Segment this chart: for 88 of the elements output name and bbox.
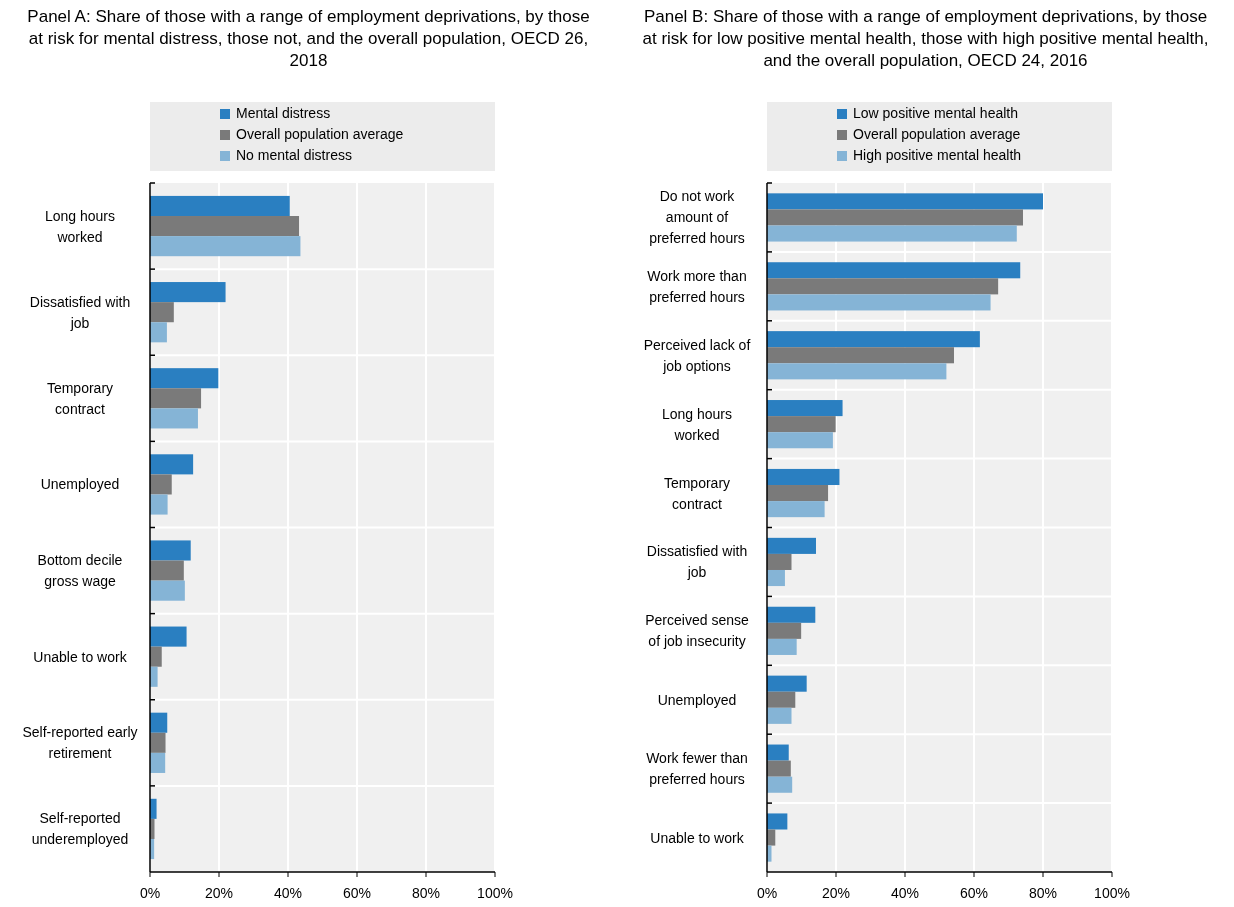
- bar: [767, 294, 991, 311]
- legend-label: High positive mental health: [853, 147, 1022, 163]
- bar: [150, 580, 185, 601]
- y-tick-label: Temporary contract: [46, 379, 114, 417]
- bar: [767, 468, 840, 486]
- bar: [767, 262, 1021, 279]
- y-tick-label: Unemployed: [657, 691, 737, 708]
- legend-label: Overall population average: [853, 126, 1021, 142]
- legend-label: No mental distress: [236, 147, 352, 163]
- y-tick-label: Unemployed: [40, 476, 120, 493]
- bar: [150, 236, 301, 257]
- bar: [767, 675, 807, 692]
- bar: [150, 282, 226, 303]
- y-tick-label: Self-reported underemployed: [31, 810, 129, 848]
- bar: [767, 347, 954, 364]
- bar: [150, 494, 168, 515]
- bar: [767, 400, 843, 417]
- bar: [767, 622, 802, 639]
- bar: [767, 485, 829, 502]
- bar: [150, 732, 166, 753]
- y-tick-label: Unable to work: [33, 648, 128, 665]
- y-tick-label: Self-reported early retirement: [22, 724, 138, 762]
- bar: [767, 553, 792, 570]
- x-tick-label: 100%: [477, 885, 513, 901]
- bar: [150, 388, 202, 409]
- bar: [767, 744, 789, 761]
- bar: [767, 638, 797, 655]
- bar: [767, 569, 785, 587]
- y-tick-label: Perceived sense of job insecurity: [645, 612, 749, 650]
- bar: [150, 454, 194, 475]
- bar: [767, 707, 792, 724]
- x-tick-label: 0%: [756, 885, 778, 901]
- bar: [150, 368, 219, 389]
- legend-label: Mental distress: [236, 105, 331, 121]
- bar: [767, 606, 816, 623]
- bar: [767, 416, 836, 433]
- bar: [150, 322, 167, 343]
- bar: [767, 209, 1023, 226]
- y-tick-label: Do not work amount of preferred hours: [649, 188, 745, 247]
- bar: [150, 216, 300, 237]
- bar: [767, 501, 825, 518]
- bar: [150, 798, 157, 819]
- chart-title: Panel B: Share of those with a range of employment deprivations, by those at risk for low positive mental health, those with high positive mental health, and the overall population, OECD 24, 2016: [642, 7, 1209, 70]
- legend-label: Overall population average: [236, 126, 404, 142]
- chart-title: Panel A: Share of those with a range of employment deprivations, by those at risk for mental distress, those not, and the overall population, OECD 26, 2018: [27, 7, 590, 70]
- bar: [767, 691, 796, 708]
- bar: [150, 540, 191, 561]
- y-tick-label: Dissatisfied with job: [29, 293, 131, 331]
- bar: [150, 302, 174, 323]
- legend-label: Low positive mental health: [853, 105, 1018, 121]
- x-tick-label: 40%: [890, 885, 920, 901]
- bar: [767, 331, 980, 348]
- bar: [767, 776, 793, 793]
- bar: [150, 195, 290, 217]
- y-tick-label: Perceived lack of job options: [643, 336, 751, 374]
- y-tick-label: Long hours worked: [661, 405, 733, 443]
- y-tick-label: Bottom decile gross wage: [37, 552, 123, 590]
- bar: [150, 560, 184, 581]
- bar: [767, 537, 816, 554]
- bar: [767, 760, 791, 777]
- bar: [767, 225, 1017, 242]
- y-tick-label: Dissatisfied with job: [646, 543, 748, 581]
- bar: [150, 712, 168, 733]
- x-tick-label: 20%: [821, 885, 851, 901]
- y-tick-label: Temporary contract: [663, 474, 731, 512]
- x-tick-label: 40%: [273, 885, 303, 901]
- bar: [150, 626, 187, 647]
- x-tick-label: 20%: [204, 885, 234, 901]
- bar: [150, 474, 172, 495]
- bar: [150, 752, 166, 773]
- bar: [150, 646, 162, 667]
- bar: [767, 278, 999, 295]
- bar: [767, 193, 1043, 210]
- bar: [767, 813, 788, 830]
- bar: [150, 666, 158, 687]
- y-tick-label: Long hours worked: [44, 207, 116, 245]
- bar: [767, 363, 947, 380]
- x-tick-label: 0%: [139, 885, 161, 901]
- y-tick-label: Unable to work: [650, 829, 745, 846]
- x-tick-label: 60%: [342, 885, 372, 901]
- x-tick-label: 100%: [1094, 885, 1130, 901]
- bar: [150, 408, 198, 429]
- bar: [767, 432, 833, 449]
- y-tick-label: Work more than preferred hours: [647, 267, 747, 305]
- x-tick-label: 80%: [1028, 885, 1058, 901]
- y-tick-label: Work fewer than preferred hours: [646, 750, 748, 788]
- x-tick-label: 60%: [959, 885, 989, 901]
- x-tick-label: 80%: [411, 885, 441, 901]
